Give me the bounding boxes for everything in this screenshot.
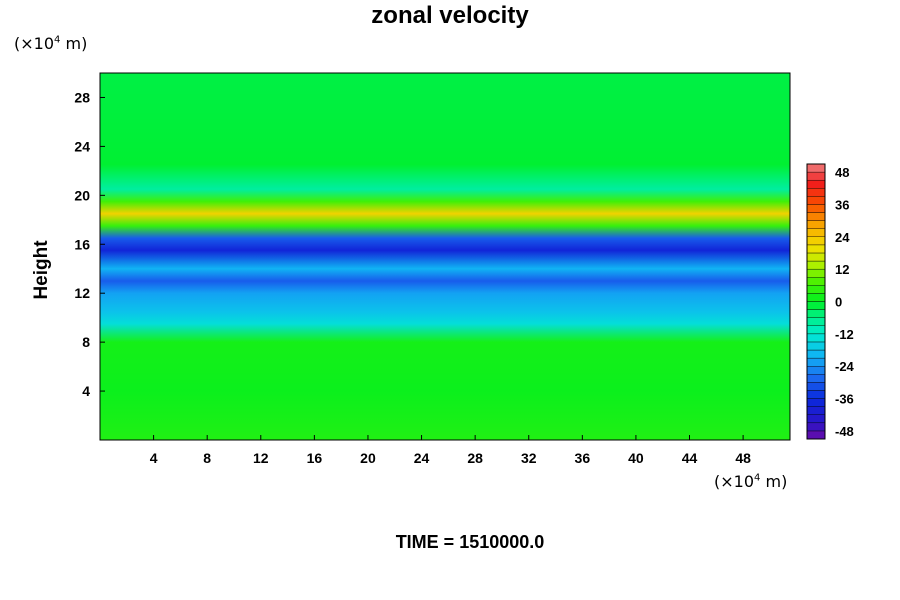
colorbar-segment [806,188,826,197]
colorbar-tick-label: -48 [835,424,854,439]
y-unit-label: (×104 m) [14,34,88,53]
colorbar-segment [806,204,826,213]
y-tick-label: 12 [74,285,90,301]
colorbar-tick-label: 36 [835,197,849,212]
colorbar-tick-label: -24 [835,359,855,374]
colorbar-segment [806,414,826,424]
colorbar-segment [806,422,826,432]
velocity-field [100,73,790,440]
x-tick-label: 36 [575,450,591,466]
colorbar-tick-label: 48 [835,165,849,180]
colorbar-segment [806,268,826,278]
colorbar-segment [806,333,826,343]
plot-frame [99,72,791,441]
x-axis: 4 8 12 16 20 24 28 32 36 40 44 48 [150,435,751,466]
colorbar-frame [806,163,826,440]
y-tick-label: 24 [74,138,90,154]
colorbar-segment [806,366,826,375]
colorbar-segment [806,309,826,318]
colorbar-segment [806,398,826,407]
x-tick-label: 28 [467,450,483,466]
colorbar-segment [806,293,826,302]
colorbar-segment [806,430,826,440]
colorbar-segment [806,212,826,221]
colorbar-tick-label: 12 [835,262,849,277]
colorbar-segment [806,171,826,181]
colorbar-segment [806,252,826,262]
colorbar-segment [806,220,826,229]
colorbar-segment [806,325,826,335]
y-tick-label: 28 [74,89,90,105]
y-tick-label: 8 [82,334,90,350]
colorbar-segment [806,228,826,237]
x-tick-label: 20 [360,450,376,466]
x-tick-label: 32 [521,450,537,466]
colorbar-segment [806,285,826,294]
x-tick-label: 24 [414,450,430,466]
x-tick-label: 44 [682,450,698,466]
colorbar-tick-label: -36 [835,392,854,407]
colorbar-tick-label: 0 [835,295,842,310]
colorbar-segment [806,357,826,367]
colorbar-segment [806,406,826,415]
y-tick-label: 16 [74,236,90,252]
x-unit-label: (×104 m) [714,472,788,491]
colorbar-segment [806,349,826,359]
colorbar-segment [806,179,826,189]
colorbar-tick-label: 24 [835,230,850,245]
y-axis: 4 8 12 16 20 24 28 [74,89,105,399]
colorbar-segment [806,236,826,246]
x-tick-label: 40 [628,450,644,466]
colorbar-segment [806,341,826,351]
colorbar-segment [806,301,826,310]
x-tick-label: 12 [253,450,269,466]
plot-area [100,73,790,440]
chart-title: zonal velocity [371,2,529,29]
colorbar-segment [806,390,826,399]
colorbar-segment [806,244,826,254]
x-tick-label: 4 [150,450,158,466]
time-label: TIME = 1510000.0 [395,532,545,552]
colorbar-segment [806,196,826,205]
colorbar-segment [806,382,826,391]
colorbar-segment [806,277,826,286]
colorbar-segment [806,317,826,326]
x-tick-label: 16 [307,450,323,466]
y-tick-label: 4 [82,383,90,399]
colorbar: 48 36 24 12 0 -12 -24 -36 -48 [806,163,855,440]
y-tick-label: 20 [74,187,90,203]
x-tick-label: 8 [203,450,211,466]
colorbar-segment [806,260,826,270]
colorbar-segment [806,374,826,383]
colorbar-segment [806,163,826,173]
x-tick-label: 48 [735,450,751,466]
colorbar-tick-label: -12 [835,327,854,342]
